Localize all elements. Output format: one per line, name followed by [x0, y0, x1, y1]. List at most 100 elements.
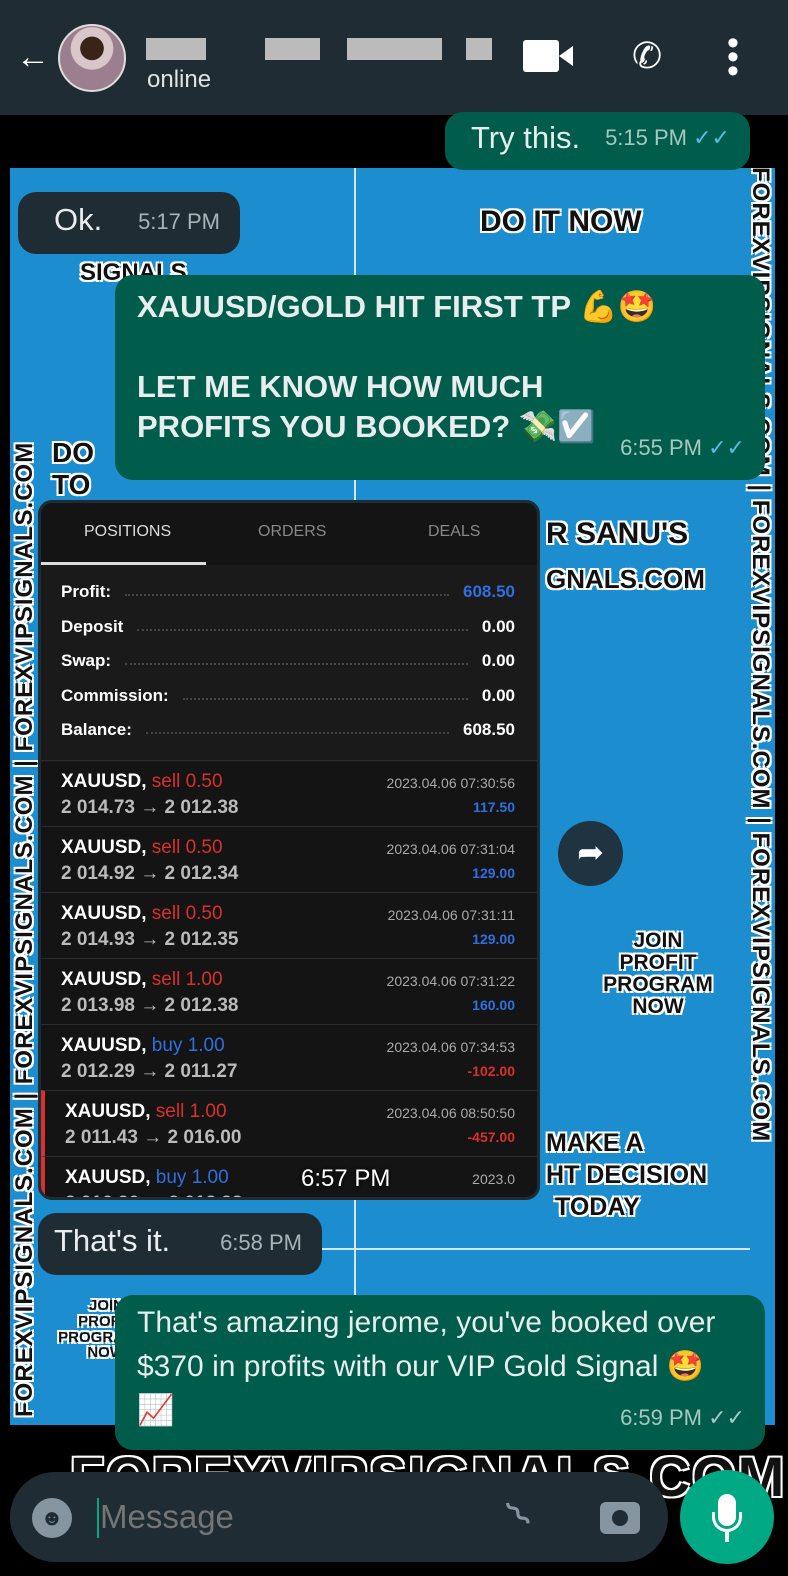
poster-text: JOIN PROFI PROGRA NOW — [58, 1297, 124, 1362]
tab-deals: DEALS — [428, 523, 481, 540]
redacted-contact-name — [347, 38, 442, 60]
message-outgoing[interactable]: Try this. 5:15 PM ✓✓ — [445, 112, 750, 170]
message-text: Try this. — [471, 120, 581, 155]
poster-text: R SANU'S — [546, 517, 689, 550]
summary-value: 0.00 — [481, 616, 515, 636]
position-row[interactable]: XAUUSD, sell 0.50 2 014.93 → 2 012.35 20… — [41, 892, 537, 958]
position-row[interactable]: XAUUSD, sell 0.50 2 014.73 → 2 012.38 20… — [41, 760, 537, 826]
camera-icon[interactable] — [600, 1502, 640, 1534]
poster-text: HT DECISION — [546, 1161, 708, 1189]
position-side: sell 0.50 — [151, 903, 223, 924]
summary-value: 608.50 — [463, 582, 515, 601]
message-incoming[interactable]: That's it. 6:58 PM — [38, 1213, 322, 1275]
more-vert-icon[interactable]: • • • — [727, 24, 739, 90]
position-prices: 2 016.26 → 2 018.98 — [65, 1193, 242, 1197]
message-time: 5:17 PM — [138, 209, 220, 234]
poster-text: GNALS.COM — [546, 564, 705, 594]
poster-text: DO — [52, 437, 94, 468]
message-image-trading-positions[interactable]: POSITIONS ORDERS DEALS Profit: 608.50 Depo… — [38, 500, 540, 1200]
summary-label: Profit: — [61, 582, 112, 601]
tab-orders: ORDERS — [258, 523, 327, 540]
position-date: 2023.04.06 07:31:22 — [386, 973, 515, 989]
video-call-icon[interactable] — [523, 36, 575, 76]
summary-label: Swap: — [61, 651, 112, 670]
position-symbol: XAUUSD, — [61, 1035, 147, 1056]
message-outgoing[interactable]: XAUUSD/GOLD HIT FIRST TP 💪🤩 LET ME KNOW … — [115, 275, 765, 480]
mic-button[interactable] — [680, 1470, 774, 1564]
message-time: 6:58 PM — [220, 1230, 302, 1255]
message-text: Ok. — [54, 202, 103, 237]
position-row[interactable]: XAUUSD, buy 1.00 2 012.29 → 2 011.27 202… — [41, 1024, 537, 1090]
position-profit: 129.00 — [472, 865, 515, 881]
attach-icon[interactable]: ⌇ — [498, 1493, 542, 1537]
position-side: buy 1.00 — [151, 1035, 225, 1056]
position-symbol: XAUUSD, — [61, 837, 147, 858]
position-symbol: XAUUSD, — [61, 969, 147, 990]
message-text: LET ME KNOW HOW MUCH PROFITS YOU BOOKED?… — [137, 369, 596, 444]
back-arrow-icon[interactable]: ← — [16, 38, 50, 76]
position-profit: -457.00 — [467, 1129, 515, 1145]
summary-value: 0.00 — [481, 685, 515, 705]
message-time: 5:15 PM ✓✓ — [605, 125, 730, 150]
summary-label: Deposit — [61, 616, 124, 636]
position-side: buy 1.00 — [155, 1167, 229, 1188]
forward-icon[interactable]: ➦ — [558, 821, 623, 886]
position-prices: 2 012.29 → 2 011.27 — [61, 1061, 238, 1082]
message-text: That's it. — [54, 1223, 171, 1258]
position-prices: 2 013.98 → 2 012.38 — [61, 995, 239, 1016]
summary-row: Swap: 0.00 — [61, 644, 515, 678]
poster-text: MAKE A — [546, 1129, 644, 1157]
text-cursor — [97, 1498, 99, 1538]
redacted-contact-name — [146, 38, 206, 60]
summary-value: 0.00 — [481, 651, 515, 670]
message-incoming[interactable]: Ok. 5:17 PM — [18, 192, 240, 254]
position-side: sell 1.00 — [151, 969, 223, 990]
message-time: 6:59 PM ✓✓ — [620, 1405, 745, 1430]
position-date: 2023.0 — [472, 1171, 515, 1187]
position-date: 2023.04.06 07:30:56 — [386, 775, 515, 791]
position-symbol: XAUUSD, — [65, 1167, 151, 1188]
summary-row: Profit: 608.50 — [61, 575, 515, 609]
read-ticks-icon: ✓✓ — [708, 435, 745, 460]
position-side: sell 1.00 — [155, 1101, 227, 1122]
redacted-contact-name — [265, 38, 320, 60]
summary-value: 608.50 — [463, 720, 515, 739]
message-text: That's amazing jerome, you've booked ove… — [137, 1306, 716, 1427]
message-text: XAUUSD/GOLD HIT FIRST TP 💪🤩 — [137, 289, 657, 324]
position-prices: 2 014.93 → 2 012.35 — [61, 929, 239, 950]
summary-label: Balance: — [61, 720, 132, 739]
position-prices: 2 014.73 → 2 012.38 — [61, 797, 239, 818]
summary-row: Deposit 0.00 — [61, 610, 515, 644]
delivered-ticks-icon: ✓✓ — [708, 1405, 745, 1430]
summary-row: Balance: 608.50 — [61, 713, 515, 747]
avatar[interactable] — [58, 24, 126, 92]
message-outgoing[interactable]: That's amazing jerome, you've booked ove… — [115, 1295, 765, 1450]
poster-headline: DO IT NOW — [480, 205, 642, 238]
position-profit: 160.00 — [472, 997, 515, 1013]
active-tab-indicator — [41, 562, 206, 565]
position-row[interactable]: XAUUSD, sell 1.00 2 013.98 → 2 012.38 20… — [41, 958, 537, 1024]
tab-positions: POSITIONS — [84, 523, 172, 540]
poster-text: TODAY — [555, 1193, 640, 1221]
summary-row: Commission: 0.00 — [61, 679, 515, 713]
position-side: sell 0.50 — [151, 771, 223, 792]
position-date: 2023.04.06 07:34:53 — [386, 1039, 515, 1055]
watermark-left: FOREXVIPSIGNALS.COM | FOREXVIPSIGNALS.CO… — [11, 441, 38, 1417]
position-side: sell 0.50 — [151, 837, 223, 858]
message-time: 6:57 PM — [301, 1165, 391, 1192]
position-row[interactable]: XAUUSD, sell 1.00 2 011.43 → 2 016.00 20… — [41, 1090, 537, 1156]
position-symbol: XAUUSD, — [61, 903, 147, 924]
read-ticks-icon: ✓✓ — [693, 125, 730, 150]
position-row[interactable]: XAUUSD, buy 1.00 2 016.26 → 2 018.98 202… — [41, 1156, 537, 1197]
contact-status: online — [147, 66, 212, 93]
emoji-icon[interactable]: ☻ — [32, 1498, 72, 1538]
position-date: 2023.04.06 07:31:04 — [386, 841, 515, 857]
chat-header: ← online ✆ • • • — [0, 0, 788, 115]
phone-icon[interactable]: ✆ — [632, 35, 663, 76]
position-row[interactable]: XAUUSD, sell 0.50 2 014.92 → 2 012.34 20… — [41, 826, 537, 892]
message-input-bar: ☻ ⌇ — [10, 1472, 668, 1562]
position-date: 2023.04.06 07:31:11 — [387, 907, 515, 923]
message-input[interactable] — [100, 1492, 480, 1542]
position-prices: 2 014.92 → 2 012.34 — [61, 863, 239, 884]
redacted-contact-name — [466, 38, 492, 60]
